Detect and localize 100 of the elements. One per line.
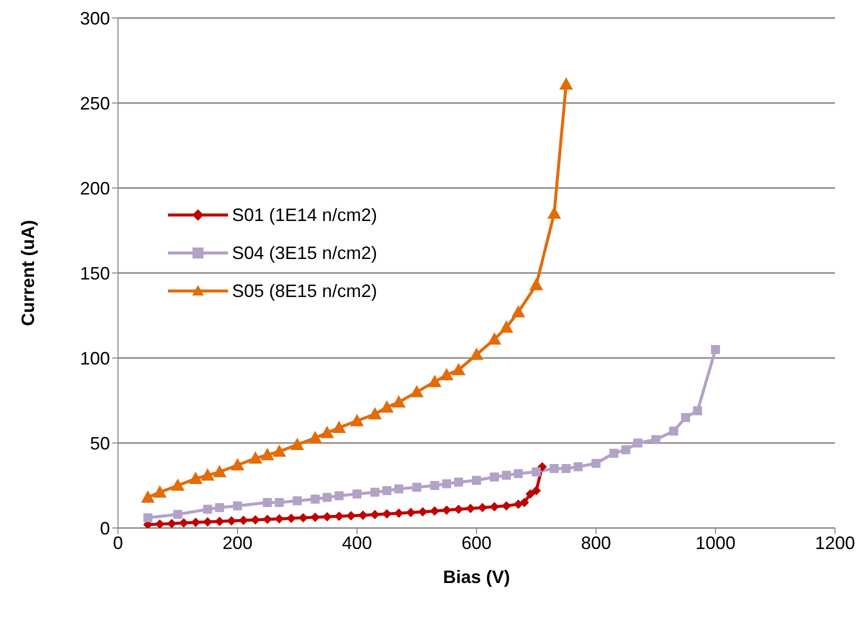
point	[442, 506, 452, 515]
point	[562, 464, 571, 473]
point	[392, 396, 406, 408]
y-tick-label: 100	[80, 348, 110, 368]
y-tick-label: 0	[100, 518, 110, 538]
point	[274, 498, 284, 507]
point	[394, 484, 404, 494]
point	[310, 494, 320, 504]
point	[410, 386, 424, 398]
point	[502, 470, 511, 480]
point	[530, 278, 543, 290]
point	[274, 514, 284, 524]
y-tick-label: 250	[80, 93, 110, 114]
point	[472, 476, 481, 485]
x-tick-label: 800	[580, 532, 612, 553]
point	[500, 320, 513, 333]
point	[203, 517, 212, 526]
point	[711, 345, 720, 354]
point	[669, 426, 678, 436]
y-tick-label: 300	[80, 8, 110, 28]
y-tick-label: 150	[80, 263, 110, 284]
point	[370, 510, 380, 520]
x-tick-label: 1000	[695, 532, 736, 553]
point	[290, 438, 304, 450]
point	[179, 518, 188, 528]
point	[532, 467, 541, 476]
point	[681, 413, 690, 422]
point	[440, 368, 454, 380]
point	[470, 348, 483, 360]
point	[153, 486, 166, 498]
point	[292, 496, 302, 506]
point	[380, 400, 394, 413]
point	[609, 448, 618, 458]
point	[442, 479, 452, 488]
point	[350, 414, 364, 426]
y-tick-label: 200	[80, 178, 110, 198]
point	[167, 519, 176, 528]
x-tick-label: 600	[461, 532, 492, 553]
x-tick-label: 400	[342, 532, 372, 553]
point	[454, 478, 464, 487]
point	[141, 490, 154, 503]
x-tick-label: 200	[222, 532, 253, 553]
point	[466, 504, 476, 513]
legend-label: S05 (8E15 n/cm2)	[232, 280, 378, 302]
point	[514, 469, 523, 478]
point	[286, 514, 296, 523]
point	[560, 78, 573, 90]
point	[262, 498, 272, 507]
point	[550, 464, 559, 473]
point	[368, 408, 382, 420]
point	[233, 501, 242, 510]
point	[693, 406, 702, 416]
x-axis-title: Bias (V)	[442, 567, 510, 587]
point	[574, 462, 583, 472]
point	[621, 445, 630, 454]
point	[520, 498, 529, 507]
point	[203, 504, 212, 514]
point	[370, 488, 380, 497]
point	[352, 490, 362, 498]
point	[215, 516, 224, 526]
point	[382, 509, 392, 518]
point	[189, 472, 202, 484]
point	[322, 492, 332, 502]
point	[514, 500, 523, 509]
point	[512, 306, 525, 318]
point	[526, 490, 535, 498]
point	[490, 472, 499, 482]
point	[260, 448, 274, 460]
point	[332, 421, 346, 433]
point	[143, 513, 152, 522]
point	[532, 486, 541, 496]
legend-label: S01 (1E14 n/cm2)	[232, 204, 378, 226]
point	[452, 363, 466, 376]
y-axis-title: Current (uA)	[18, 220, 38, 326]
point	[651, 435, 660, 444]
point	[298, 513, 308, 522]
point	[548, 207, 561, 219]
point	[412, 482, 422, 492]
point	[272, 445, 286, 457]
point	[191, 518, 200, 527]
point	[201, 468, 214, 481]
point	[215, 503, 224, 512]
point	[592, 458, 600, 468]
x-tick-label: 0	[112, 532, 124, 553]
point	[155, 520, 164, 528]
legend-label: S04 (3E15 n/cm2)	[232, 242, 378, 264]
point	[248, 452, 262, 464]
x-tick-label: 1200	[814, 532, 856, 553]
point	[430, 481, 440, 490]
point	[171, 479, 184, 491]
y-tick-label: 50	[90, 433, 110, 454]
point	[633, 438, 642, 448]
point	[231, 458, 244, 470]
point	[310, 512, 320, 522]
point	[173, 510, 182, 519]
point	[382, 486, 392, 496]
point	[394, 508, 404, 518]
point	[418, 507, 428, 516]
point	[502, 501, 511, 510]
point	[406, 508, 416, 518]
